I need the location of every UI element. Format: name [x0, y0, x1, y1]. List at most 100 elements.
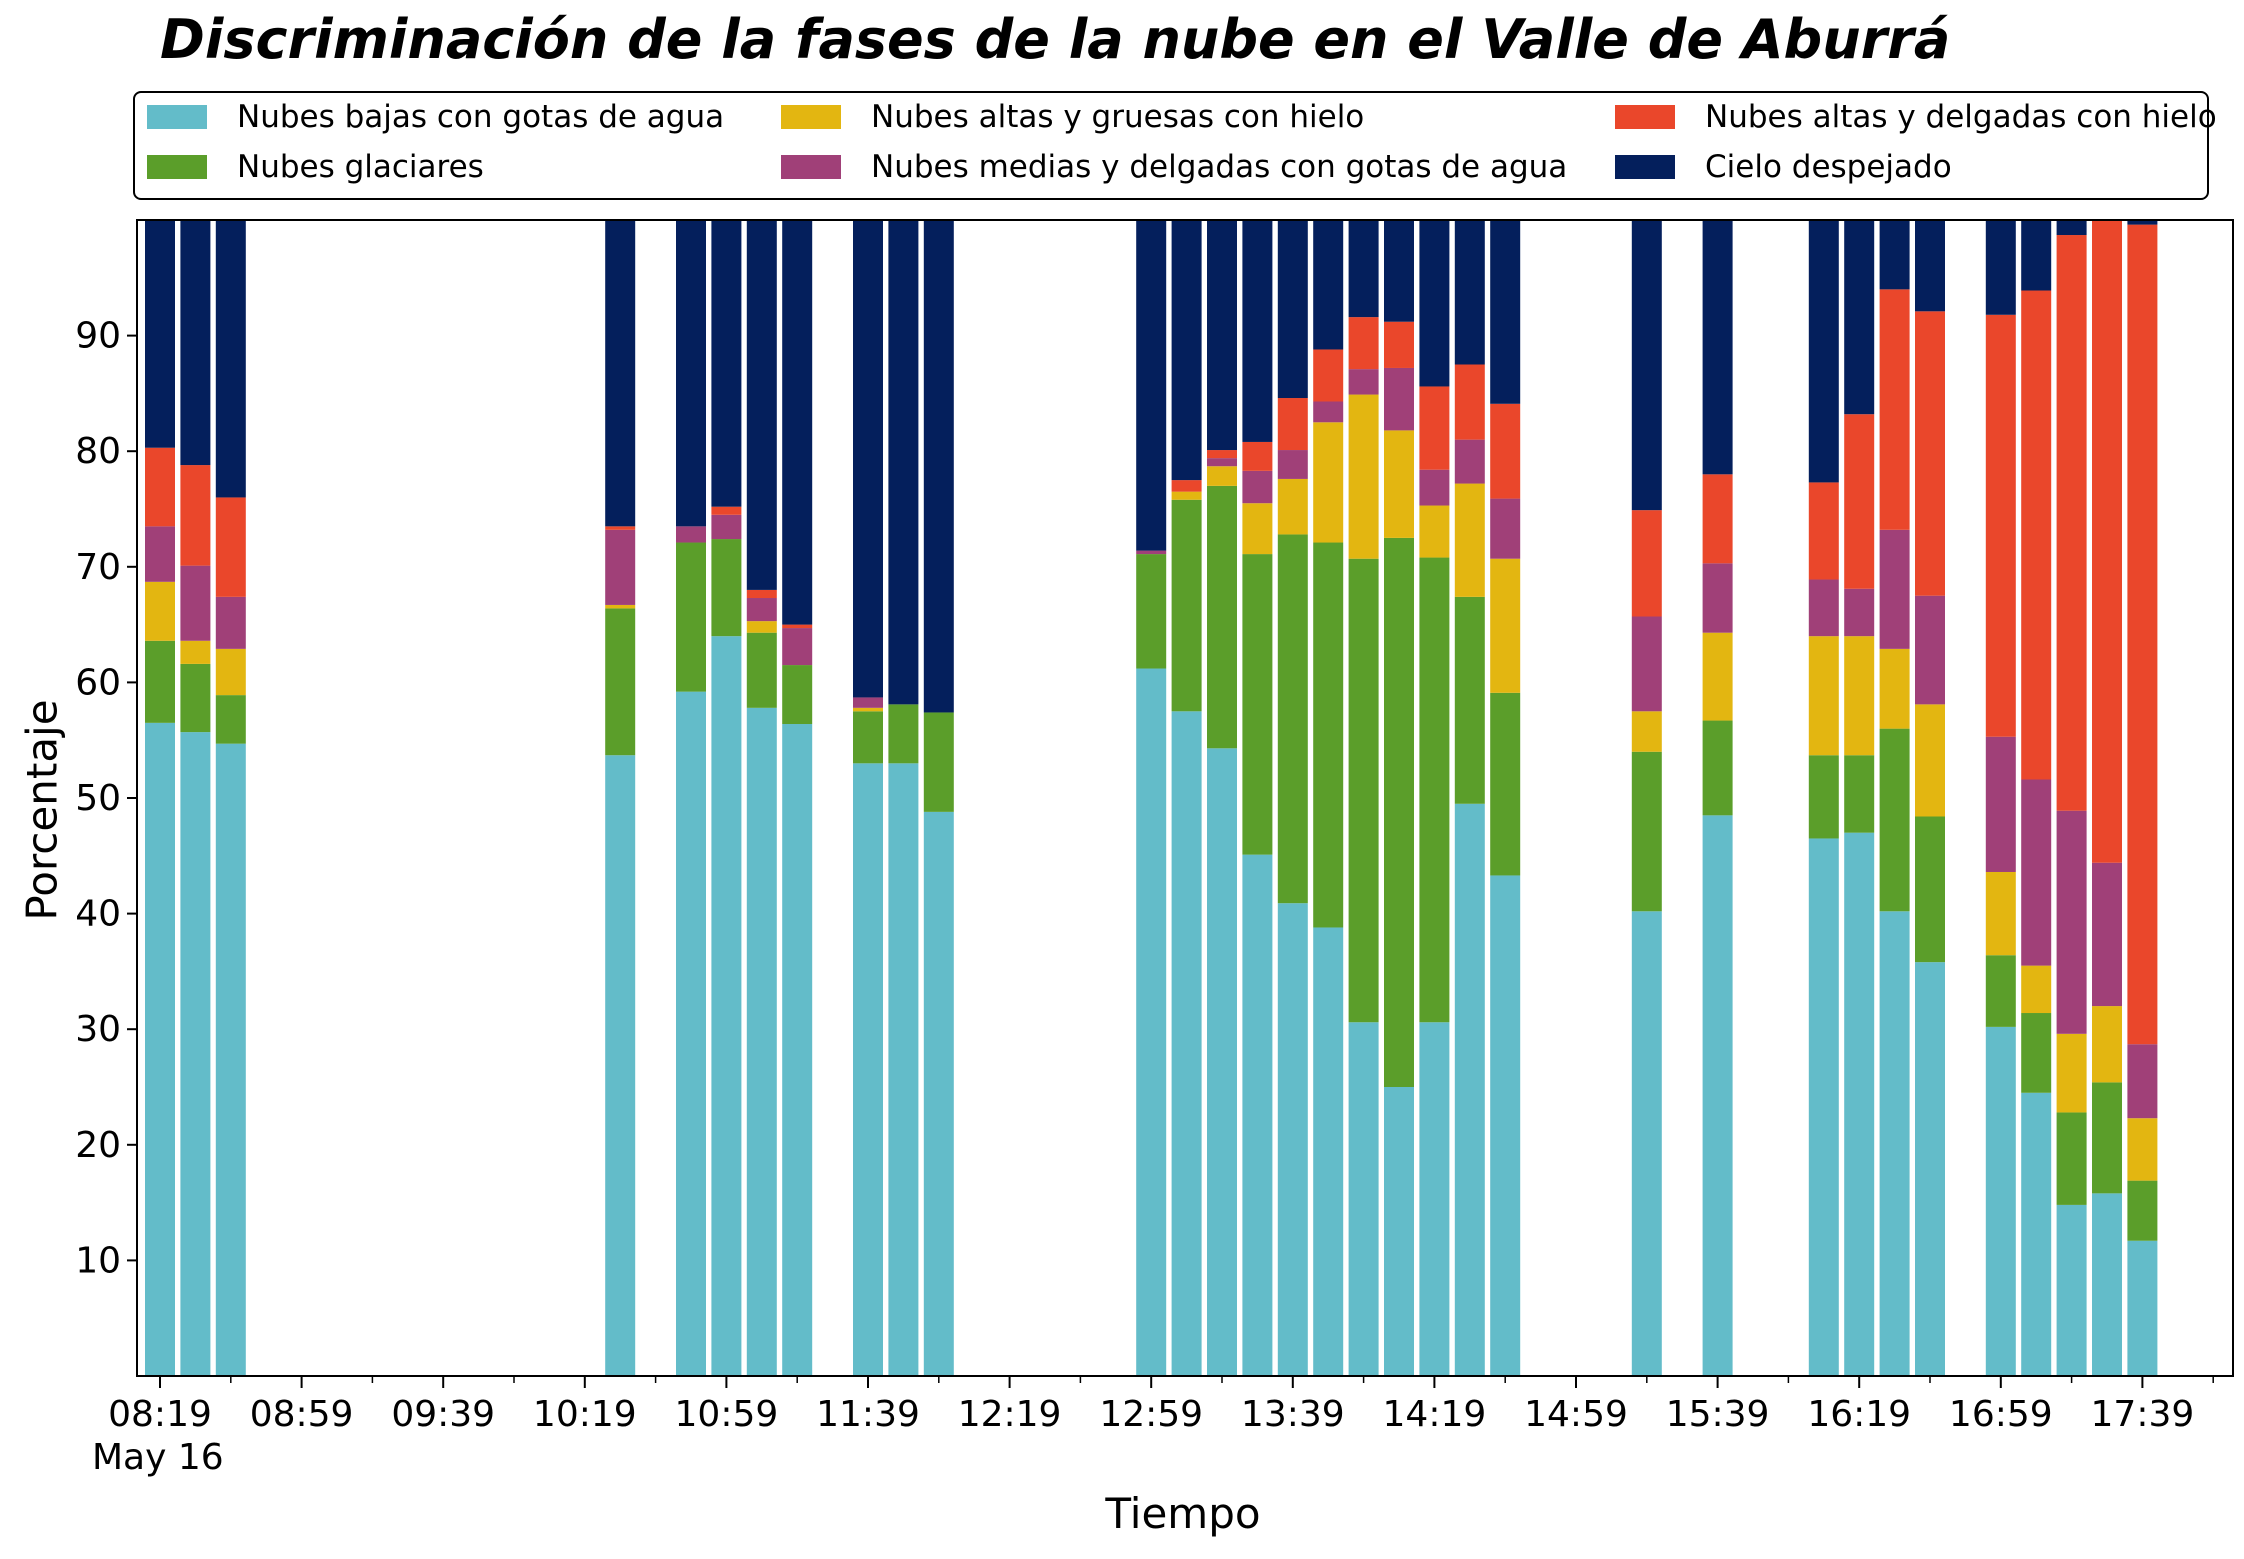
bar-segment-1719-s1	[2056, 1112, 2087, 1205]
bar-segment-1049-s3	[676, 526, 706, 543]
bar-segment-1349-s1	[1313, 542, 1344, 928]
bar-segment-1739-s5	[2127, 220, 2158, 225]
bar-segment-1709-s4	[2021, 290, 2052, 780]
bar-segment-1349-s0	[1313, 927, 1344, 1376]
bar-segment-1409-s4	[1384, 321, 1414, 368]
bar-segment-1309-s5	[1171, 220, 1202, 481]
bar-segment-0829-s0	[180, 732, 211, 1376]
bar-segment-1149-s1	[888, 704, 919, 764]
bar-segment-1139-s5	[853, 220, 883, 698]
bar-segment-1339-s2	[1277, 478, 1308, 535]
bar-segment-1659-s2	[1985, 871, 2016, 956]
bar-segment-1719-s2	[2056, 1033, 2087, 1113]
bar-segment-1059-s4	[711, 506, 742, 515]
bar-segment-1639-s3	[1915, 595, 1945, 705]
bar-segment-1439-s1	[1490, 692, 1521, 876]
bar-segment-1429-s1	[1454, 596, 1485, 804]
x-tick-label-1019: 10:19	[533, 1394, 637, 1435]
bar-segment-1359-s0	[1348, 1022, 1379, 1376]
bar-segment-1029-s1	[605, 608, 636, 756]
y-tick-label-60: 60	[75, 662, 121, 703]
x-tick-label-1539: 15:39	[1666, 1394, 1770, 1435]
bar-segment-1709-s0	[2021, 1092, 2052, 1376]
bar-segment-1339-s4	[1277, 398, 1308, 451]
bar-segment-1409-s5	[1384, 220, 1414, 322]
bar-segment-1419-s2	[1419, 505, 1450, 558]
bar-segment-1439-s0	[1490, 875, 1521, 1376]
x-tick-label-1219: 12:19	[958, 1394, 1062, 1435]
bar-segment-0819-s5	[145, 220, 175, 448]
legend-label-1: Nubes glaciares	[237, 149, 484, 185]
bar-segment-0819-s2	[145, 581, 175, 641]
bar-segment-0839-s2	[215, 648, 246, 696]
y-tick-label-20: 20	[75, 1125, 121, 1166]
y-tick-label-10: 10	[75, 1240, 121, 1281]
bar-segment-1119-s5	[782, 220, 813, 625]
bar-segment-1029-s3	[605, 529, 636, 605]
bar-segment-1349-s2	[1313, 422, 1344, 543]
bar-segment-1359-s3	[1348, 369, 1379, 395]
bar-segment-1429-s5	[1454, 220, 1485, 365]
bar-segment-1729-s4	[2092, 220, 2122, 863]
bar-segment-1439-s5	[1490, 220, 1521, 404]
bar-segment-1519-s5	[1631, 220, 1662, 511]
bar-segment-1049-s0	[676, 691, 706, 1376]
bar-segment-1709-s3	[2021, 779, 2052, 966]
y-tick-label-90: 90	[75, 316, 121, 357]
bar-segment-1159-s5	[923, 220, 954, 713]
bar-segment-1309-s2	[1171, 491, 1202, 500]
bar-segment-1409-s1	[1384, 537, 1414, 1087]
bar-segment-1319-s5	[1207, 220, 1237, 451]
legend-item-4: Nubes altas y delgadas con hielo	[1615, 99, 2217, 135]
bar-segment-0829-s2	[180, 640, 211, 664]
bar-segment-1609-s4	[1808, 482, 1839, 580]
bar-segment-1309-s4	[1171, 480, 1202, 492]
x-tick-label-1339: 13:39	[1241, 1394, 1345, 1435]
bar-segment-1729-s1	[2092, 1082, 2122, 1194]
bar-segment-1359-s5	[1348, 220, 1379, 318]
bar-segment-1629-s4	[1879, 289, 1910, 530]
bar-segment-1349-s3	[1313, 401, 1344, 423]
bar-segment-1059-s0	[711, 636, 742, 1376]
bar-segment-1419-s5	[1419, 220, 1450, 387]
bar-segment-1139-s0	[853, 763, 883, 1376]
y-tick-label-50: 50	[75, 778, 121, 819]
legend-label-3: Nubes medias y delgadas con gotas de agu…	[871, 149, 1568, 185]
bar-segment-1539-s4	[1702, 474, 1733, 564]
bar-segment-1609-s3	[1808, 579, 1839, 637]
bar-segment-1519-s3	[1631, 616, 1662, 712]
bar-segment-1329-s5	[1242, 220, 1273, 442]
bar-segment-0829-s3	[180, 565, 211, 641]
bar-segment-1729-s2	[2092, 1006, 2122, 1083]
legend-item-5: Cielo despejado	[1615, 149, 1952, 185]
bar-segment-1519-s0	[1631, 911, 1662, 1376]
bar-segment-1619-s4	[1844, 414, 1875, 589]
bars-group	[145, 220, 2158, 1376]
legend: Nubes bajas con gotas de agua Nubes altas…	[133, 91, 2217, 200]
bar-segment-1619-s5	[1844, 220, 1875, 415]
bar-segment-1639-s4	[1915, 311, 1945, 596]
y-tick-label-40: 40	[75, 894, 121, 935]
bar-segment-1109-s0	[746, 707, 777, 1376]
bar-segment-1319-s3	[1207, 458, 1237, 467]
y-axis-label: Porcentaje	[17, 699, 67, 921]
bar-segment-1519-s1	[1631, 751, 1662, 912]
bar-segment-1359-s1	[1348, 558, 1379, 1023]
legend-item-0: Nubes bajas con gotas de agua	[147, 99, 724, 135]
bar-segment-1109-s2	[746, 621, 777, 633]
legend-swatch-4	[1615, 105, 1675, 129]
bar-segment-1609-s0	[1808, 838, 1839, 1376]
bar-segment-0829-s5	[180, 220, 211, 466]
bar-segment-1519-s2	[1631, 711, 1662, 752]
bar-segment-1319-s2	[1207, 466, 1237, 486]
bar-segment-1629-s1	[1879, 728, 1910, 912]
bar-segment-1629-s2	[1879, 648, 1910, 729]
bar-segment-1409-s2	[1384, 430, 1414, 538]
x-tick-label-1259: 12:59	[1099, 1394, 1203, 1435]
bar-segment-0839-s1	[215, 695, 246, 744]
bar-segment-1419-s3	[1419, 469, 1450, 506]
bar-segment-1309-s1	[1171, 499, 1202, 712]
x-tick-label-1139: 11:39	[816, 1394, 920, 1435]
bar-segment-1519-s4	[1631, 510, 1662, 617]
